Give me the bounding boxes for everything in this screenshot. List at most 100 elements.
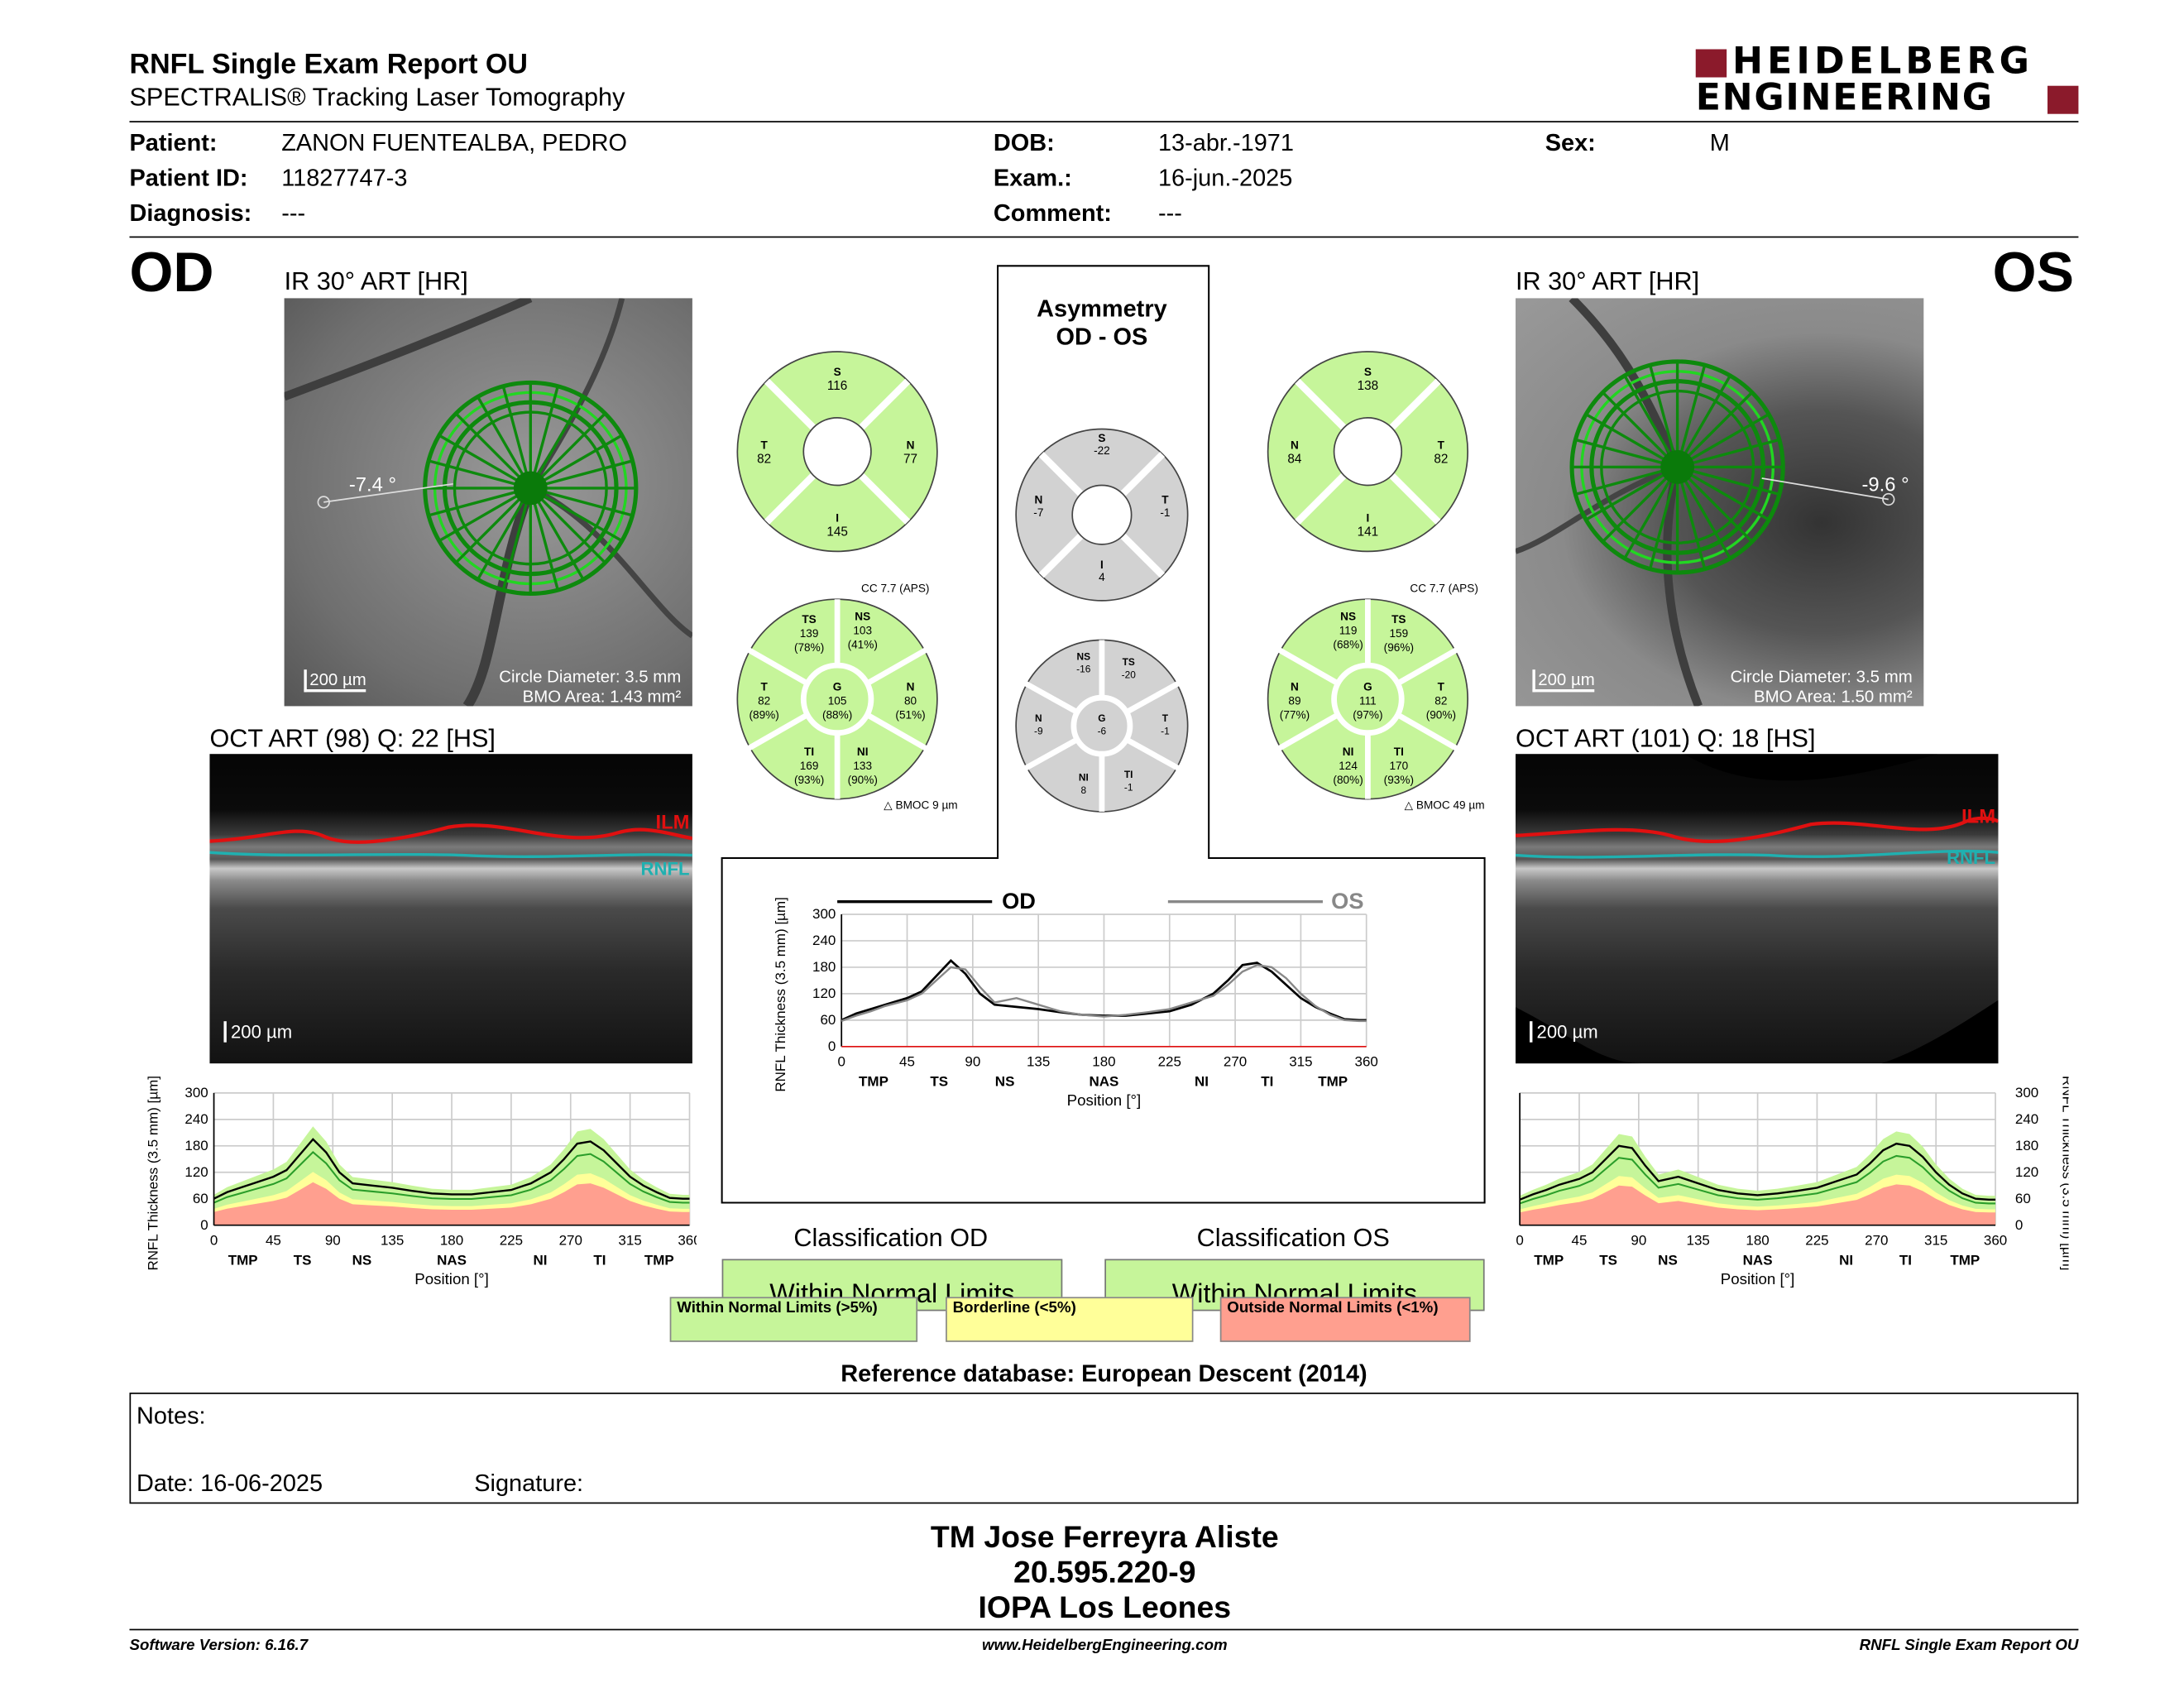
signer-name: TM Jose Ferreyra Aliste xyxy=(930,1519,1279,1555)
outside-band xyxy=(213,1182,690,1225)
od-bmoc-label: △ BMOC 9 µm xyxy=(884,798,958,812)
x-tick-label: 360 xyxy=(1355,1054,1378,1070)
x-tick-label: 225 xyxy=(1158,1054,1181,1070)
y-tick-label: 180 xyxy=(184,1138,208,1153)
legend-od-label: OD xyxy=(1002,888,1036,914)
os-scale-bar: 200 µm xyxy=(1532,669,1595,693)
series-line-thickness xyxy=(1519,1142,1996,1201)
scan-spoke xyxy=(477,487,532,581)
y-tick-label: 180 xyxy=(812,959,836,975)
footer-url[interactable]: www.HeidelbergEngineering.com xyxy=(981,1637,1228,1655)
y-tick-label: 300 xyxy=(2015,1085,2038,1101)
patient-divider xyxy=(129,236,2079,238)
os-quad-s: 138 xyxy=(1357,378,1379,393)
scan-spoke xyxy=(454,412,532,490)
patient-id-label: Patient ID: xyxy=(129,164,248,192)
scan-spoke xyxy=(454,487,532,564)
scan-spoke xyxy=(1585,413,1679,468)
scan-spoke xyxy=(438,434,532,490)
os-oct-bscan[interactable]: ILM RNFL 200 µm xyxy=(1516,754,1999,1064)
od-quad-n: 77 xyxy=(903,451,918,466)
od-oct-bscan[interactable]: ILM RNFL 200 µm xyxy=(209,754,692,1064)
x-tick-label: 225 xyxy=(1805,1233,1828,1249)
y-tick-label: 240 xyxy=(184,1111,208,1127)
x-tick-label: 135 xyxy=(381,1233,404,1249)
dob-label: DOB: xyxy=(993,129,1055,156)
legend-outside-normal: Outside Normal Limits (<1%) xyxy=(1219,1297,1471,1342)
scan-spoke xyxy=(529,434,623,490)
scan-spoke xyxy=(477,396,532,489)
sector-label: TMP xyxy=(1950,1252,1980,1268)
od-sector-t-pct: (89%) xyxy=(749,708,779,722)
asym-quad-n: -7 xyxy=(1033,506,1044,520)
os-sector-n-pct: (77%) xyxy=(1279,708,1310,722)
od-fundus-image[interactable]: -7.4 ° 200 µm Circle Diameter: 3.5 mm BM… xyxy=(284,298,692,707)
os-bmo-area: BMO Area: 1.50 mm² xyxy=(1753,686,1913,707)
y-tick-label: 120 xyxy=(184,1164,208,1180)
sector-label: TS xyxy=(1599,1252,1617,1268)
sector-label: NS xyxy=(995,1073,1015,1089)
notes-label: Notes: xyxy=(136,1402,206,1430)
asym-sector-n: -9 xyxy=(1034,727,1043,737)
od-sector-chart: TS 139 (78%) NS 103 (41%) T 82 (89%) G 105 (88%)… xyxy=(735,597,940,802)
os-sector-t-pct: (90%) xyxy=(1425,708,1457,722)
signer-id: 20.595.220-9 xyxy=(1013,1554,1196,1590)
x-tick-label: 45 xyxy=(1572,1233,1588,1249)
scan-spoke xyxy=(1574,438,1679,469)
center-panel-border xyxy=(721,265,1486,1204)
od-sector-n-pct: (51%) xyxy=(895,708,926,722)
y-axis-label: RNFL Thickness (3.5 mm) [µm] xyxy=(2060,1077,2069,1271)
notes-box[interactable]: Notes: Date: 16-06-2025 Signature: xyxy=(129,1393,2079,1504)
scan-spoke xyxy=(529,487,585,581)
os-quad-t: 82 xyxy=(1434,451,1449,466)
asym-sector-ni: 8 xyxy=(1080,786,1087,797)
x-tick-label: 45 xyxy=(899,1054,915,1070)
asymmetry-sector-chart: NS -16 TS -20 N -9 G -6 T -1 NI 8 TI -1 xyxy=(1013,637,1190,814)
os-fundus-image[interactable]: -9.6 ° 200 µm Circle Diameter: 3.5 mm BM… xyxy=(1516,298,1924,707)
os-quad-n: 84 xyxy=(1287,451,1302,466)
asymmetry-title-line2: OD - OS xyxy=(1056,324,1148,351)
x-tick-label: 135 xyxy=(1687,1233,1710,1249)
asym-sector-g: -6 xyxy=(1097,727,1107,737)
os-sector-ti-pct: (93%) xyxy=(1383,774,1414,787)
sector-label: NAS xyxy=(1743,1252,1773,1268)
scan-spoke xyxy=(1648,466,1679,569)
sector-label: TMP xyxy=(644,1252,674,1268)
x-tick-label: 90 xyxy=(1631,1233,1646,1249)
os-sector-ti-value: 170 xyxy=(1389,760,1409,773)
x-axis-label: Position [°] xyxy=(1721,1270,1795,1288)
y-tick-label: 0 xyxy=(2015,1217,2023,1233)
os-rnfl-label: RNFL xyxy=(1947,846,1996,868)
signer-place: IOPA Los Leones xyxy=(978,1590,1232,1625)
scan-spoke xyxy=(1676,466,1731,559)
x-tick-label: 270 xyxy=(1224,1054,1247,1070)
asym-sector-t: -1 xyxy=(1161,727,1170,737)
os-sector-ts-value: 159 xyxy=(1389,627,1409,640)
footer-report: RNFL Single Exam Report OU xyxy=(1859,1637,2079,1655)
os-bmoc-label: △ BMOC 49 µm xyxy=(1404,798,1485,812)
od-sector-ni-value: 133 xyxy=(853,760,873,773)
scan-spoke xyxy=(428,459,531,490)
scan-spoke xyxy=(529,386,559,489)
od-quad-t: 82 xyxy=(757,451,772,466)
sector-label: TS xyxy=(294,1252,312,1268)
sector-label: NI xyxy=(1839,1252,1853,1268)
x-tick-label: 360 xyxy=(1984,1233,2007,1249)
x-tick-label: 0 xyxy=(837,1054,845,1070)
y-axis-label: RNFL Thickness (3.5 mm) [µm] xyxy=(146,1077,161,1271)
mean-line xyxy=(213,1151,690,1204)
x-tick-label: 135 xyxy=(1027,1054,1050,1070)
od-sector-g-value: 105 xyxy=(827,694,847,708)
scan-spoke xyxy=(529,487,633,517)
scan-spoke xyxy=(529,487,559,591)
mean-line xyxy=(1519,1154,1996,1205)
scan-spoke xyxy=(529,396,585,489)
sex-value: M xyxy=(1709,129,1730,156)
comment-label: Comment: xyxy=(993,199,1112,227)
os-sector-ns-value: 119 xyxy=(1339,624,1358,638)
report-subtitle: SPECTRALIS® Tracking Laser Tomography xyxy=(129,83,625,112)
od-thickness-chart: 06012018024030004590135180225270315360TM… xyxy=(146,1077,697,1288)
sex-label: Sex: xyxy=(1545,129,1596,156)
od-quad-i: 145 xyxy=(826,525,848,539)
